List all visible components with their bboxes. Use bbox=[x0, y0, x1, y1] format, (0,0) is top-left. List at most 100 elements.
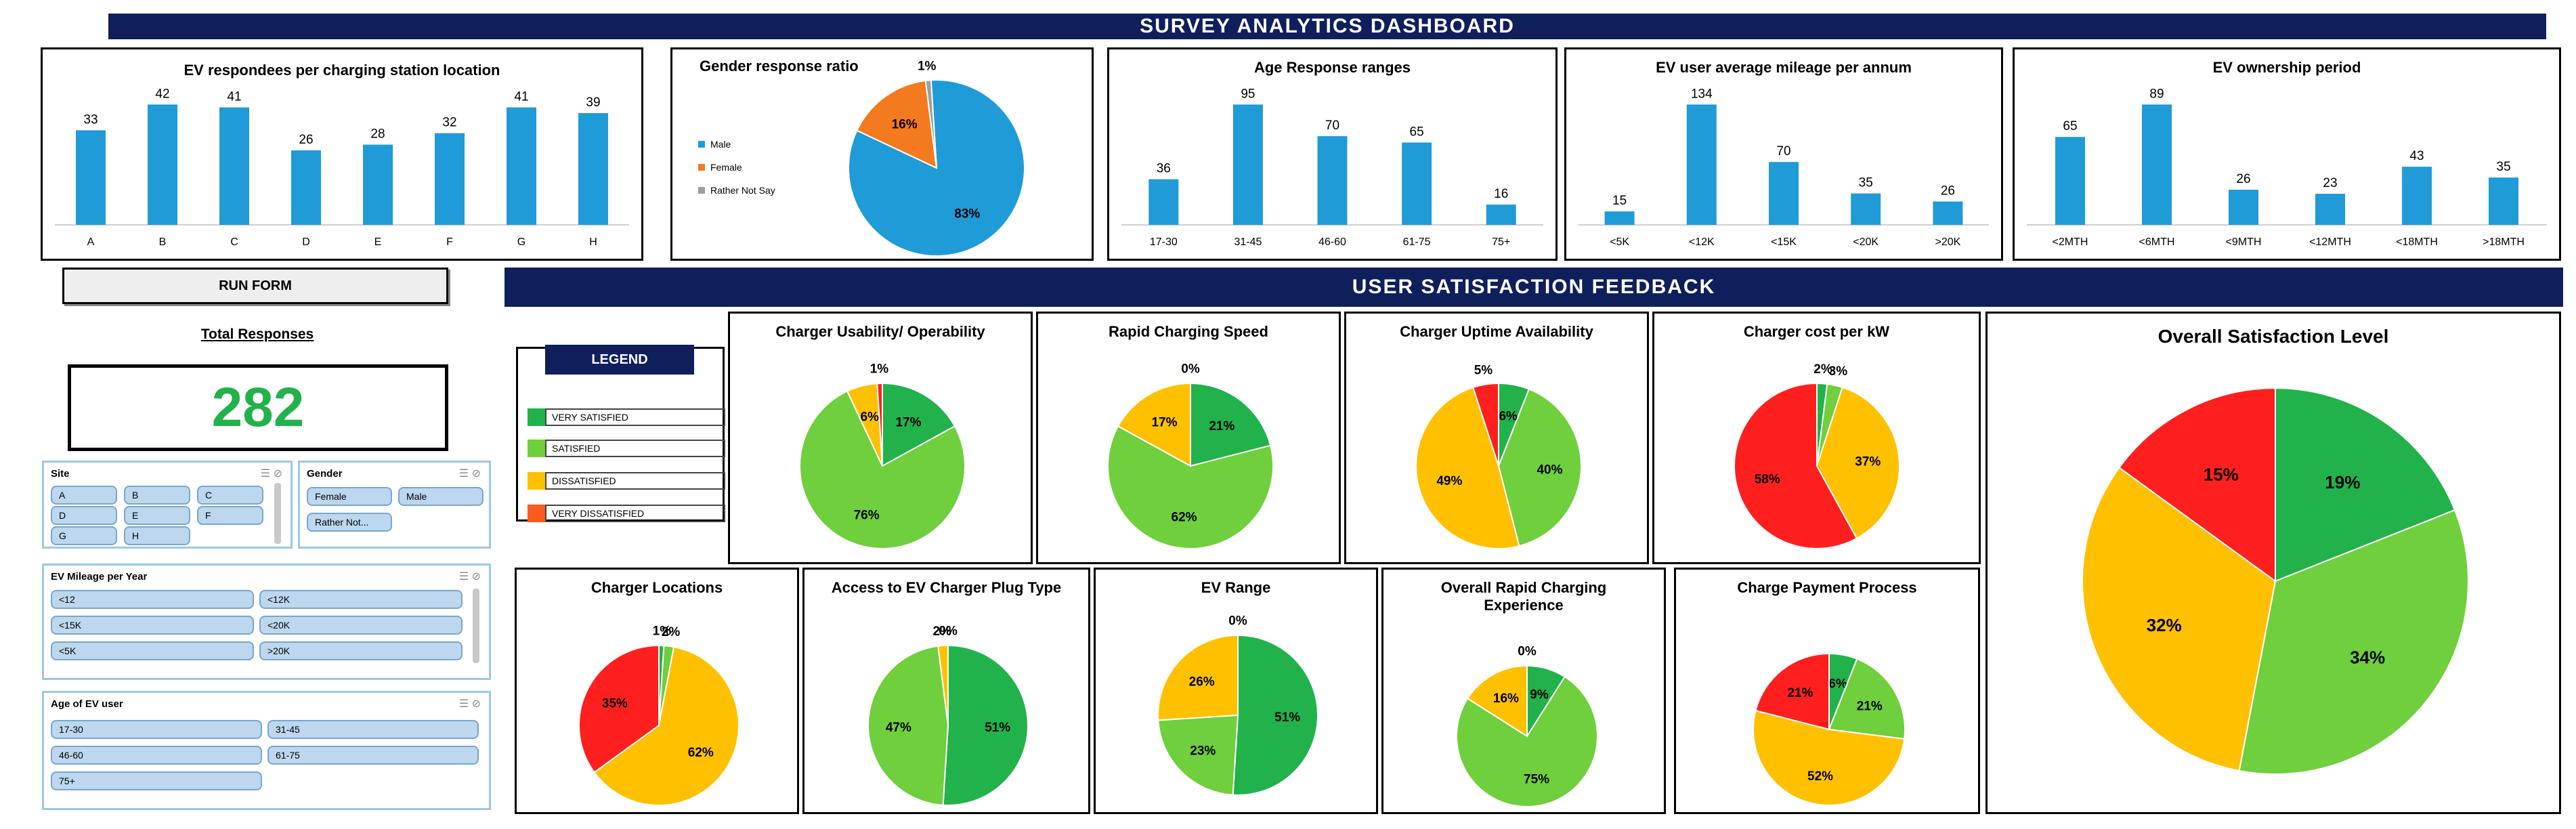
slicer-filter-icon[interactable]: ☰ ⊘ bbox=[260, 468, 282, 480]
pie-data-label: 21% bbox=[1857, 699, 1883, 713]
pie-data-label: 51% bbox=[1274, 710, 1300, 725]
overall-chart-panel: Overall Satisfaction Level 19% 34% 32% 15% bbox=[1985, 312, 2561, 814]
chart-title: Rapid Charging Speed bbox=[1109, 323, 1268, 340]
total-responses-box: 282 bbox=[68, 364, 448, 451]
locations-chart-panel: Charger Locations 1% 2% 62% 35% bbox=[515, 568, 799, 814]
gender-slicer-title: Gender bbox=[307, 468, 343, 480]
pie-data-label: 83% bbox=[954, 207, 980, 221]
legend-swatch bbox=[698, 164, 705, 171]
pie-data-label: 2% bbox=[1813, 362, 1832, 377]
pie-slice bbox=[1497, 388, 1582, 547]
mileage-chip-20k[interactable]: <20K bbox=[259, 616, 463, 635]
pie-slice bbox=[1816, 386, 1900, 540]
bar bbox=[1402, 142, 1432, 225]
age-slicer-title: Age of EV user bbox=[51, 698, 123, 710]
run-form-button[interactable]: RUN FORM bbox=[62, 268, 448, 304]
site-chip-d[interactable]: D bbox=[51, 506, 117, 525]
legend-label-dissatisfied: DISSATISFIED bbox=[545, 472, 725, 490]
bar-value-label: 28 bbox=[370, 127, 385, 142]
legend-swatch-dissatisfied bbox=[528, 472, 545, 490]
x-tick-label: 75+ bbox=[1492, 236, 1510, 248]
rapid-exp-chart: 9% 75% 16% 0% bbox=[1456, 645, 1598, 807]
chart-title: Overall Satisfaction Level bbox=[2158, 326, 2389, 347]
bar bbox=[435, 133, 465, 225]
x-tick-label: >20K bbox=[1935, 236, 1960, 248]
payment-chart-panel: Charge Payment Process 6% 21% 52% 21% bbox=[1674, 568, 1980, 814]
gender-chip-female[interactable]: Female bbox=[307, 487, 392, 506]
age-chip-31-45[interactable]: 31-45 bbox=[267, 720, 479, 739]
mileage-chip-15k[interactable]: <15K bbox=[51, 616, 254, 635]
bar bbox=[1317, 136, 1348, 225]
pie-slice bbox=[937, 644, 949, 726]
pie-data-label: 37% bbox=[1855, 455, 1881, 469]
site-chip-b[interactable]: B bbox=[124, 486, 190, 505]
pie-data-label: 75% bbox=[1524, 773, 1549, 787]
chart-title: EV respondees per charging station locat… bbox=[184, 62, 500, 79]
rapid-speed-chart-panel: Rapid Charging Speed 21% 62% 17% 0% bbox=[1036, 312, 1341, 564]
ownership-chart: 65 <2MTH 89 <6MTH 26 <9MTH 23 <12MTH 43 <18MTH 35 >… bbox=[2027, 87, 2547, 248]
site-chip-h[interactable]: H bbox=[124, 526, 190, 545]
pie-data-label: 40% bbox=[1537, 463, 1562, 477]
age-chip-61-75[interactable]: 61-75 bbox=[267, 746, 479, 765]
bar-value-label: 95 bbox=[1241, 87, 1255, 101]
age-chip-46-60[interactable]: 46-60 bbox=[51, 746, 262, 765]
mileage-chip-12[interactable]: <12 bbox=[51, 590, 254, 609]
pie-data-label: 5% bbox=[1474, 363, 1493, 377]
bar-value-label: 16 bbox=[1494, 187, 1508, 201]
bar bbox=[2229, 190, 2258, 225]
bar bbox=[2402, 167, 2432, 225]
bar bbox=[76, 130, 106, 225]
gender-chip-male[interactable]: Male bbox=[398, 487, 484, 506]
bar-value-label: 36 bbox=[1157, 162, 1171, 176]
site-slicer-scrollbar[interactable] bbox=[274, 483, 281, 544]
bar-value-label: 89 bbox=[2149, 87, 2164, 101]
pie-data-label: 51% bbox=[985, 721, 1010, 735]
range-chart: 51% 23% 26% 0% bbox=[1157, 614, 1318, 796]
gender-chart: 83% 16% 1% Male Female Rather Not Say bbox=[698, 59, 1025, 257]
site-chip-f[interactable]: F bbox=[197, 506, 263, 525]
feedback-banner: USER SATISFACTION FEEDBACK bbox=[505, 268, 2563, 307]
legend-label-very-satisfied: VERY SATISFIED bbox=[545, 408, 725, 426]
total-responses-label: Total Responses bbox=[200, 326, 314, 342]
bar bbox=[363, 144, 393, 225]
age-chip-75-plus[interactable]: 75+ bbox=[51, 771, 262, 790]
site-chip-g[interactable]: G bbox=[51, 526, 117, 545]
mileage-chip-12k[interactable]: <12K bbox=[259, 590, 463, 609]
legend-swatch-very-satisfied bbox=[528, 408, 545, 426]
gender-chart-panel: Gender response ratio 83% 16% 1% Male Female… bbox=[670, 47, 1094, 261]
gender-chip-rather-not[interactable]: Rather Not... bbox=[307, 513, 392, 532]
pie-data-label: 3% bbox=[1829, 364, 1848, 379]
x-tick-label: >18MTH bbox=[2483, 236, 2525, 248]
site-chip-a[interactable]: A bbox=[51, 486, 117, 505]
slicer-filter-icon[interactable]: ☰ ⊘ bbox=[458, 571, 481, 582]
x-tick-label: 61-75 bbox=[1403, 236, 1431, 248]
x-tick-label: <5K bbox=[1610, 236, 1629, 248]
pie-slice bbox=[882, 382, 956, 467]
pie-slice bbox=[1734, 382, 1858, 549]
chart-title: Overall Rapid Charging Experience bbox=[1440, 579, 1607, 614]
mileage-chip-5k[interactable]: <5K bbox=[51, 641, 254, 660]
pie-data-label: 0% bbox=[1518, 645, 1537, 659]
site-chip-e[interactable]: E bbox=[124, 506, 190, 525]
pie-slice bbox=[2275, 387, 2456, 582]
slicer-filter-icon[interactable]: ☰ ⊘ bbox=[458, 468, 481, 480]
age-chip-17-30[interactable]: 17-30 bbox=[51, 720, 262, 739]
chart-title: Charger cost per kW bbox=[1743, 323, 1890, 340]
pie-data-label: 2% bbox=[932, 624, 951, 639]
cost-chart-panel: Charger cost per kW 2% 3% 37% 58% bbox=[1652, 312, 1981, 564]
mileage-chart: 15 <5K 134 <12K 70 <15K 35 <20K 26 >20K bbox=[1579, 87, 1989, 248]
legend-swatch-very-dissatisfied bbox=[528, 505, 545, 522]
bar-value-label: 26 bbox=[1941, 184, 1955, 198]
legend: LEGEND VERY SATISFIED SATISFIED DISSATIS… bbox=[516, 345, 725, 522]
mileage-chip-over-20k[interactable]: >20K bbox=[259, 641, 463, 660]
slicer-filter-icon[interactable]: ☰ ⊘ bbox=[458, 698, 481, 710]
pie-data-label: 21% bbox=[1209, 419, 1235, 433]
cost-chart: 2%3% 37% 58% bbox=[1734, 362, 1900, 549]
pie-slice bbox=[1755, 652, 1830, 731]
chart-title: EV ownership period bbox=[2212, 59, 2361, 76]
mileage-slicer-scrollbar[interactable] bbox=[473, 589, 479, 663]
range-chart-panel: EV Range 51% 23% 26% 0% bbox=[1094, 568, 1378, 814]
site-chip-c[interactable]: C bbox=[197, 486, 263, 505]
gender-slicer: Gender ☰ ⊘ Female Male Rather Not... bbox=[298, 461, 491, 549]
pie-data-label: 0% bbox=[1181, 362, 1200, 377]
